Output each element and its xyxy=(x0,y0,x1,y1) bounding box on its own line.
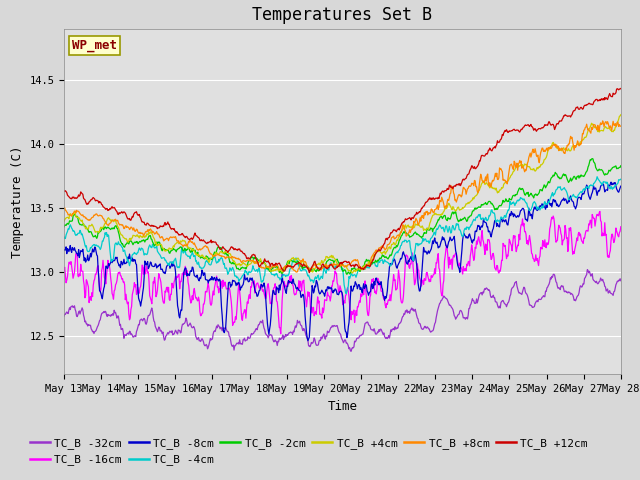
TC_B -8cm xyxy=(304,338,312,344)
TC_B -2cm xyxy=(483,202,491,207)
TC_B -4cm xyxy=(342,291,350,297)
Title: Temperatures Set B: Temperatures Set B xyxy=(252,6,433,24)
TC_B -8cm xyxy=(384,278,392,284)
TC_B -2cm xyxy=(540,182,548,188)
TC_B -16cm xyxy=(415,275,423,280)
TC_B +12cm xyxy=(94,198,102,204)
TC_B -4cm xyxy=(415,242,423,248)
TC_B -4cm xyxy=(399,239,406,245)
Line: TC_B -4cm: TC_B -4cm xyxy=(64,177,621,294)
TC_B +4cm xyxy=(540,157,548,163)
TC_B -4cm xyxy=(94,243,102,249)
TC_B -8cm xyxy=(60,248,68,253)
TC_B +4cm xyxy=(415,222,423,228)
TC_B +12cm xyxy=(305,270,313,276)
TC_B +12cm xyxy=(60,188,68,194)
TC_B -2cm xyxy=(617,163,625,168)
Line: TC_B -8cm: TC_B -8cm xyxy=(64,182,621,341)
TC_B -8cm xyxy=(399,251,406,256)
TC_B +8cm xyxy=(399,222,406,228)
TC_B -2cm xyxy=(384,256,392,262)
TC_B -4cm xyxy=(617,176,625,182)
TC_B -16cm xyxy=(277,331,285,336)
TC_B -32cm xyxy=(60,313,68,319)
TC_B -8cm xyxy=(415,288,423,294)
TC_B -16cm xyxy=(540,244,548,250)
Line: TC_B -2cm: TC_B -2cm xyxy=(64,158,621,275)
TC_B -32cm xyxy=(384,335,392,340)
TC_B -16cm xyxy=(60,267,68,273)
TC_B -2cm xyxy=(415,233,423,239)
TC_B -16cm xyxy=(617,224,625,229)
TC_B +4cm xyxy=(617,112,625,118)
Text: WP_met: WP_met xyxy=(72,39,117,52)
TC_B -16cm xyxy=(596,209,604,215)
TC_B +8cm xyxy=(415,219,423,225)
TC_B -4cm xyxy=(593,174,601,180)
TC_B +8cm xyxy=(384,242,392,248)
TC_B -32cm xyxy=(584,267,591,273)
TC_B -2cm xyxy=(343,272,351,277)
TC_B +8cm xyxy=(483,172,491,178)
TC_B -32cm xyxy=(348,348,355,354)
TC_B +8cm xyxy=(293,269,301,275)
TC_B +12cm xyxy=(617,85,625,91)
TC_B -16cm xyxy=(483,248,491,253)
TC_B -2cm xyxy=(399,231,406,237)
TC_B -4cm xyxy=(483,218,491,224)
TC_B -32cm xyxy=(399,313,406,319)
TC_B -32cm xyxy=(617,278,625,284)
TC_B +8cm xyxy=(599,118,607,124)
TC_B +12cm xyxy=(384,235,392,241)
TC_B -16cm xyxy=(384,298,392,303)
TC_B -2cm xyxy=(60,224,68,230)
Legend: TC_B -32cm, TC_B -16cm, TC_B -8cm, TC_B -4cm, TC_B -2cm, TC_B +4cm, TC_B +8cm, T: TC_B -32cm, TC_B -16cm, TC_B -8cm, TC_B … xyxy=(26,433,593,470)
TC_B -16cm xyxy=(399,299,406,305)
Line: TC_B -16cm: TC_B -16cm xyxy=(64,212,621,334)
TC_B -8cm xyxy=(483,224,491,230)
TC_B -8cm xyxy=(617,183,625,189)
TC_B -2cm xyxy=(588,156,596,161)
TC_B -8cm xyxy=(94,267,102,273)
TC_B -8cm xyxy=(540,204,548,210)
TC_B +12cm xyxy=(540,123,548,129)
TC_B +4cm xyxy=(483,181,491,187)
TC_B -16cm xyxy=(94,263,102,269)
TC_B -4cm xyxy=(384,260,392,265)
TC_B -32cm xyxy=(483,286,491,291)
TC_B +12cm xyxy=(483,151,491,157)
TC_B +12cm xyxy=(415,209,423,215)
TC_B +4cm xyxy=(349,270,356,276)
TC_B +8cm xyxy=(60,205,68,211)
TC_B +4cm xyxy=(94,228,102,234)
TC_B -8cm xyxy=(607,179,615,185)
Line: TC_B +8cm: TC_B +8cm xyxy=(64,121,621,272)
Y-axis label: Temperature (C): Temperature (C) xyxy=(11,145,24,258)
TC_B -32cm xyxy=(415,321,423,326)
TC_B +8cm xyxy=(540,147,548,153)
TC_B +4cm xyxy=(399,227,406,232)
Line: TC_B -32cm: TC_B -32cm xyxy=(64,270,621,351)
TC_B +8cm xyxy=(94,213,102,219)
TC_B -32cm xyxy=(94,323,102,328)
TC_B -32cm xyxy=(540,294,548,300)
TC_B -4cm xyxy=(540,200,548,206)
Line: TC_B +12cm: TC_B +12cm xyxy=(64,88,621,273)
X-axis label: Time: Time xyxy=(328,400,357,413)
Line: TC_B +4cm: TC_B +4cm xyxy=(64,115,621,273)
TC_B +4cm xyxy=(60,218,68,224)
TC_B +8cm xyxy=(617,123,625,129)
TC_B +12cm xyxy=(399,220,406,226)
TC_B -2cm xyxy=(94,229,102,235)
TC_B -4cm xyxy=(60,234,68,240)
TC_B +4cm xyxy=(384,245,392,251)
